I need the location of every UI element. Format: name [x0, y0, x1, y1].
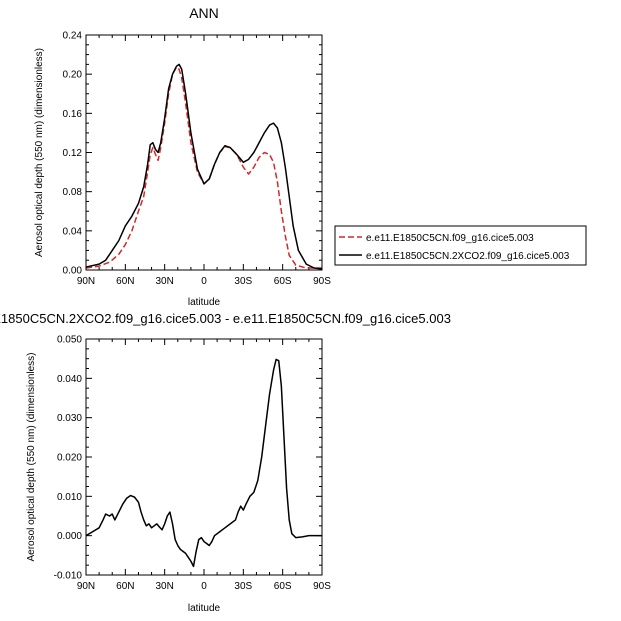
bottom-series-group — [85, 358, 322, 568]
top-x-tick-label: 0 — [201, 276, 207, 287]
top-y-tick-label: 0.16 — [63, 109, 83, 120]
top-y-tick-label: 0.08 — [63, 187, 83, 198]
top-chart-title: ANN — [189, 5, 219, 21]
top-y-axis-label: Aerosol optical depth (550 nm) (dimensio… — [34, 48, 45, 257]
legend: e.e11.E1850C5CN.f09_g16.cice5.003 e.e11.… — [334, 225, 587, 266]
legend-label-2xco2: e.e11.E1850C5CN.2XCO2.f09_g16.cice5.003 — [366, 251, 570, 262]
top-series-group — [85, 63, 323, 270]
bot-x-tick-label: 60N — [116, 581, 134, 592]
top-x-tick-label: 30S — [234, 276, 252, 287]
bot-y-tick-label: 0.010 — [57, 492, 82, 503]
bottom-x-axis-label: latitude — [188, 603, 221, 614]
bottom-plot-frame — [85, 338, 323, 576]
bot-y-tick-label: -0.010 — [54, 571, 83, 582]
legend-label-base: e.e11.E1850C5CN.f09_g16.cice5.003 — [366, 233, 534, 244]
top-x-tick-label: 90N — [77, 276, 95, 287]
bot-y-tick-label: 0.000 — [57, 531, 82, 542]
bot-x-tick-label: 90S — [313, 581, 331, 592]
top-x-tick-label: 60N — [116, 276, 134, 287]
top-series-line-0 — [85, 66, 322, 269]
top-x-tick-label: 60S — [274, 276, 292, 287]
bot-series-line-0 — [85, 358, 322, 568]
top-x-axis-label: latitude — [188, 297, 221, 308]
bot-x-tick-label: 90N — [77, 581, 95, 592]
top-y-tick-label: 0.24 — [63, 31, 83, 42]
top-y-tick-label: 0.12 — [63, 148, 83, 159]
bot-y-tick-label: 0.040 — [57, 374, 82, 385]
bot-x-tick-label: 0 — [201, 581, 207, 592]
bottom-chart: e.e11.E1850C5CN.2XCO2.f09_g16.cice5.003 … — [0, 311, 451, 614]
top-x-tick-label: 30N — [155, 276, 173, 287]
top-chart: ANN 90N 60N 30N 0 30S 60S 90S 0.00 0.04 0.08 0.12 0… — [34, 5, 331, 308]
bottom-y-axis-label: Aerosol optical depth (550 nm) (dimensio… — [26, 353, 37, 562]
bot-x-tick-label: 30S — [234, 581, 252, 592]
legend-box — [334, 225, 587, 266]
bot-y-tick-label: 0.050 — [57, 335, 82, 346]
bot-x-tick-label: 60S — [274, 581, 292, 592]
bot-x-tick-label: 30N — [155, 581, 173, 592]
top-y-tick-label: 0.20 — [63, 70, 83, 81]
bottom-ticklabel-group: 90N 60N 30N 0 30S 60S 90S -0.010 0.000 0.010 0.020… — [54, 335, 332, 593]
top-plot-frame — [85, 34, 323, 271]
top-series-line-1 — [85, 63, 323, 270]
top-y-tick-label: 0.04 — [63, 226, 83, 237]
top-x-tick-label: 90S — [313, 276, 331, 287]
bottom-chart-title: e.e11.E1850C5CN.2XCO2.f09_g16.cice5.003 … — [0, 311, 451, 326]
top-ticklabel-group: 90N 60N 30N 0 30S 60S 90S 0.00 0.04 0.08 0.12 0.16 0… — [63, 31, 332, 288]
top-y-tick-label: 0.00 — [63, 266, 83, 277]
bot-y-tick-label: 0.030 — [57, 413, 82, 424]
bot-y-tick-label: 0.020 — [57, 453, 82, 464]
